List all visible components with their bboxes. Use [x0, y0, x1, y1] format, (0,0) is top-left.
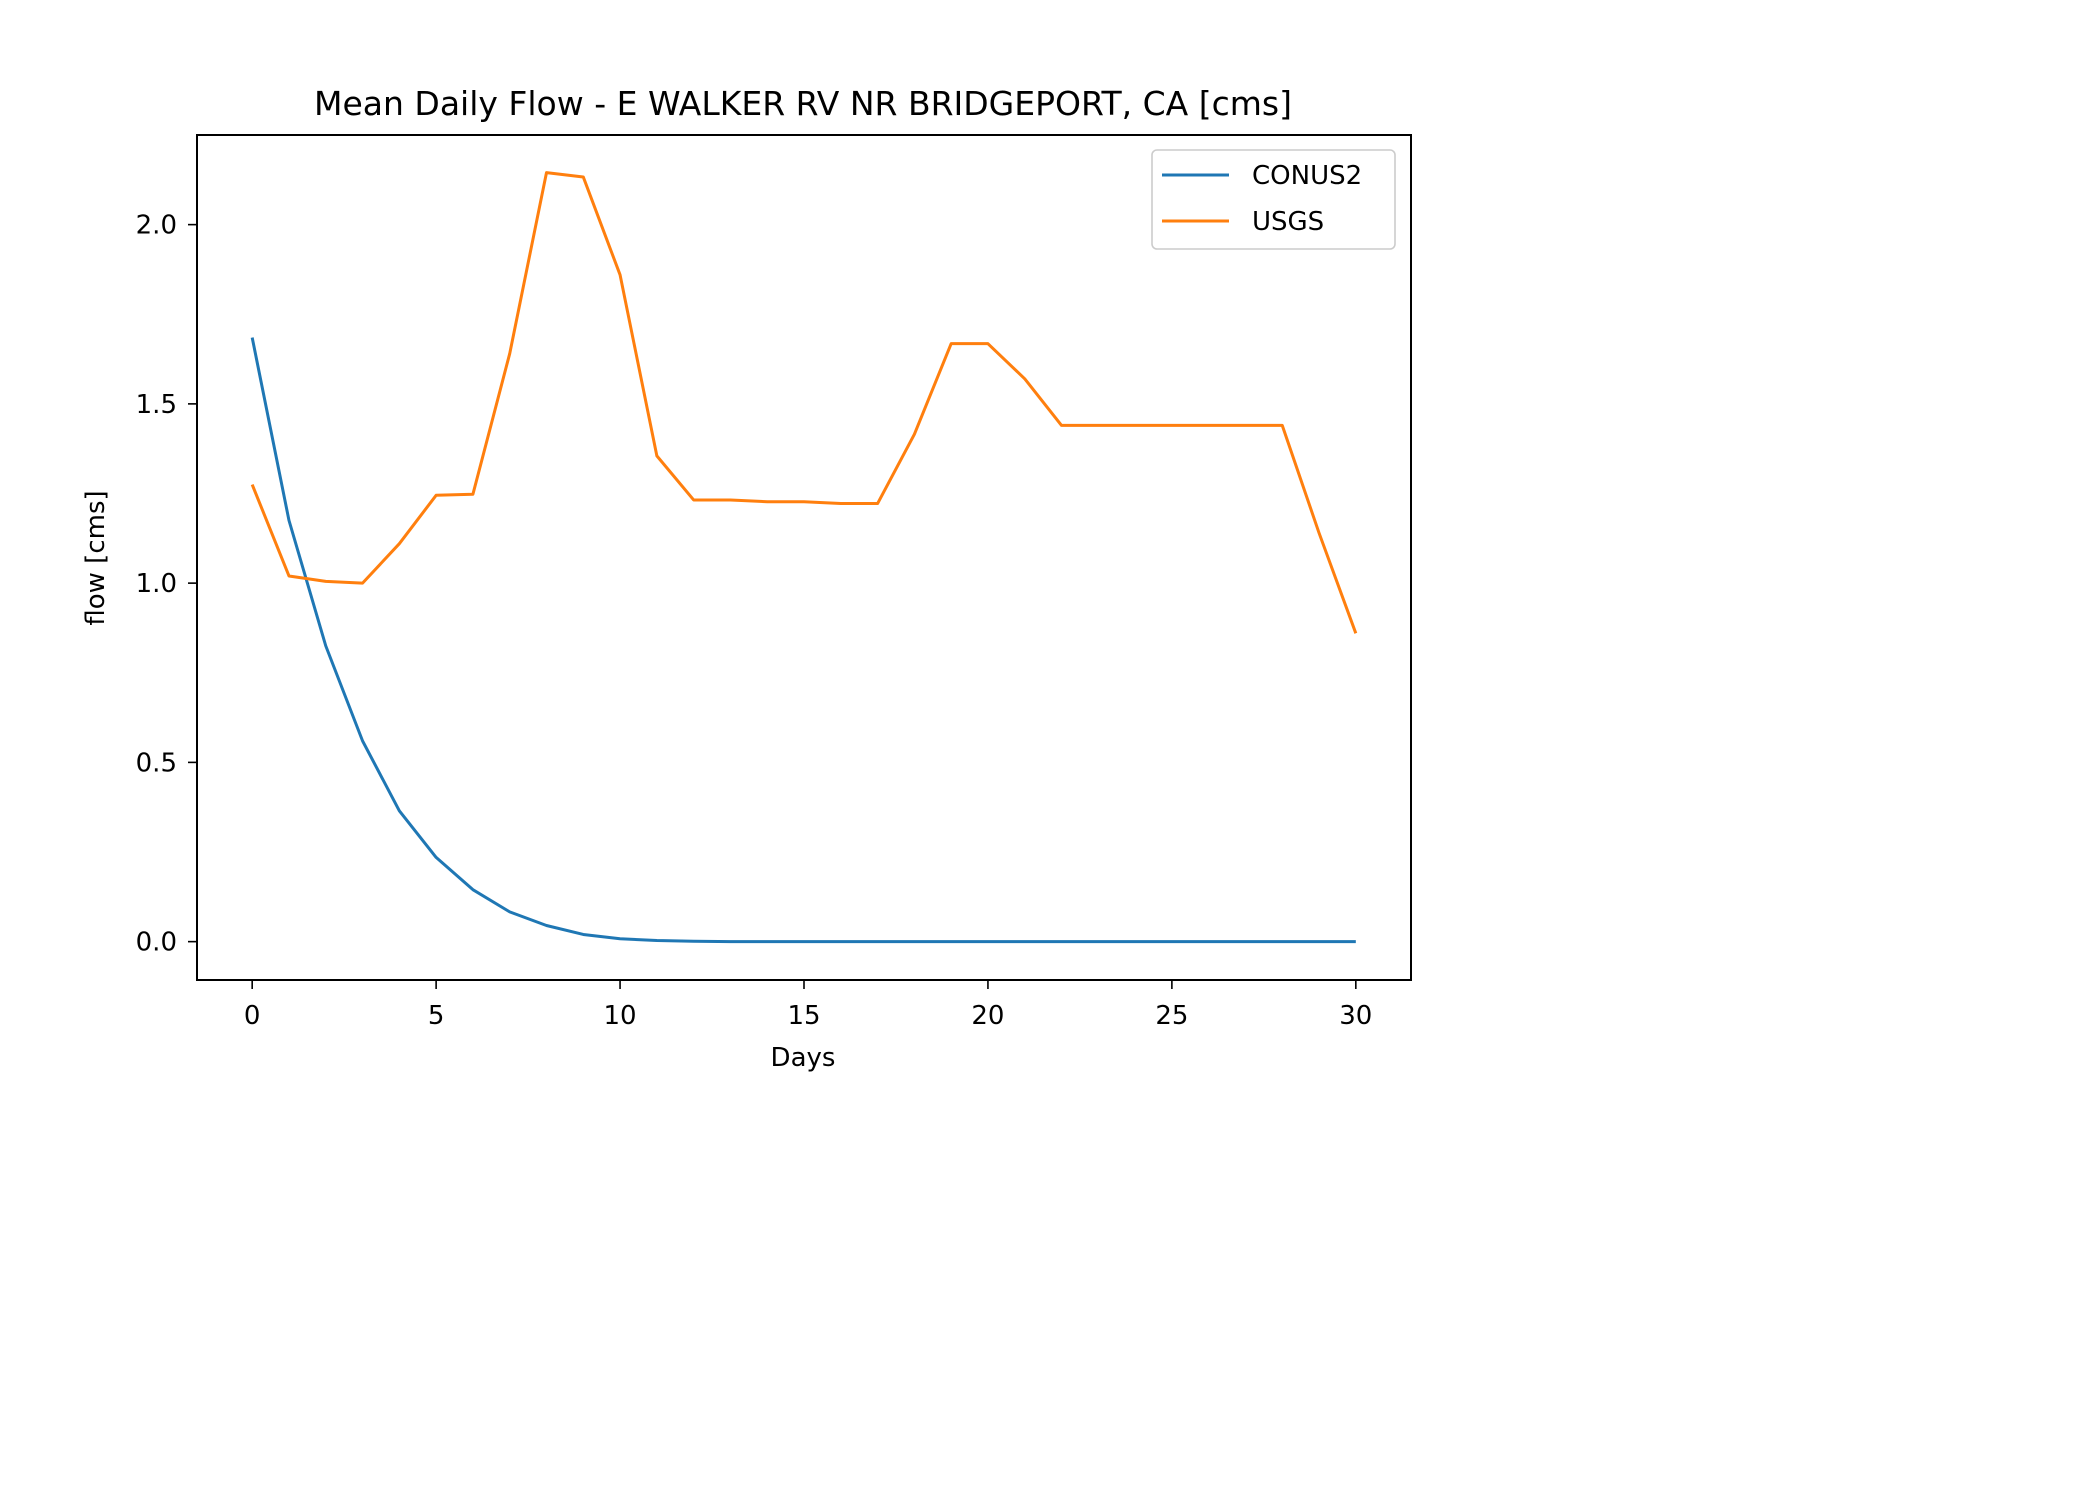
- legend-label-usgs: USGS: [1252, 207, 1324, 237]
- x-tick-label: 30: [1339, 1001, 1372, 1031]
- plot-area: 0 5 10 15 20 25 30 0.0 0.5 1.0 1.5 2.0: [136, 134, 1412, 1031]
- y-tick-label: 0.0: [136, 928, 177, 958]
- x-tick-label: 5: [428, 1001, 445, 1031]
- x-tick-label: 25: [1155, 1001, 1188, 1031]
- x-tick-label: 15: [787, 1001, 820, 1031]
- line-chart: Mean Daily Flow - E WALKER RV NR BRIDGEP…: [81, 84, 1412, 1073]
- x-tick-label: 10: [604, 1001, 637, 1031]
- chart-container: Mean Daily Flow - E WALKER RV NR BRIDGEP…: [81, 84, 1412, 1073]
- legend: CONUS2 USGS: [1151, 149, 1396, 250]
- series-line-usgs: [250, 171, 1358, 634]
- y-axis: 0.0 0.5 1.0 1.5 2.0: [136, 211, 197, 958]
- axes-frame: [196, 134, 1412, 981]
- x-axis: 0 5 10 15 20 25 30: [244, 980, 1372, 1031]
- y-tick-label: 0.5: [136, 748, 177, 778]
- y-tick-label: 1.5: [136, 390, 177, 420]
- series-layer: [250, 171, 1358, 944]
- y-tick-label: 1.0: [136, 569, 177, 599]
- x-tick-label: 0: [244, 1001, 261, 1031]
- x-axis-label: Days: [771, 1043, 836, 1073]
- y-axis-label: flow [cms]: [81, 490, 111, 625]
- series-line-conus2: [250, 337, 1356, 944]
- x-tick-label: 20: [971, 1001, 1004, 1031]
- y-tick-label: 2.0: [136, 211, 177, 241]
- chart-title: Mean Daily Flow - E WALKER RV NR BRIDGEP…: [314, 84, 1292, 123]
- legend-label-conus2: CONUS2: [1252, 161, 1362, 191]
